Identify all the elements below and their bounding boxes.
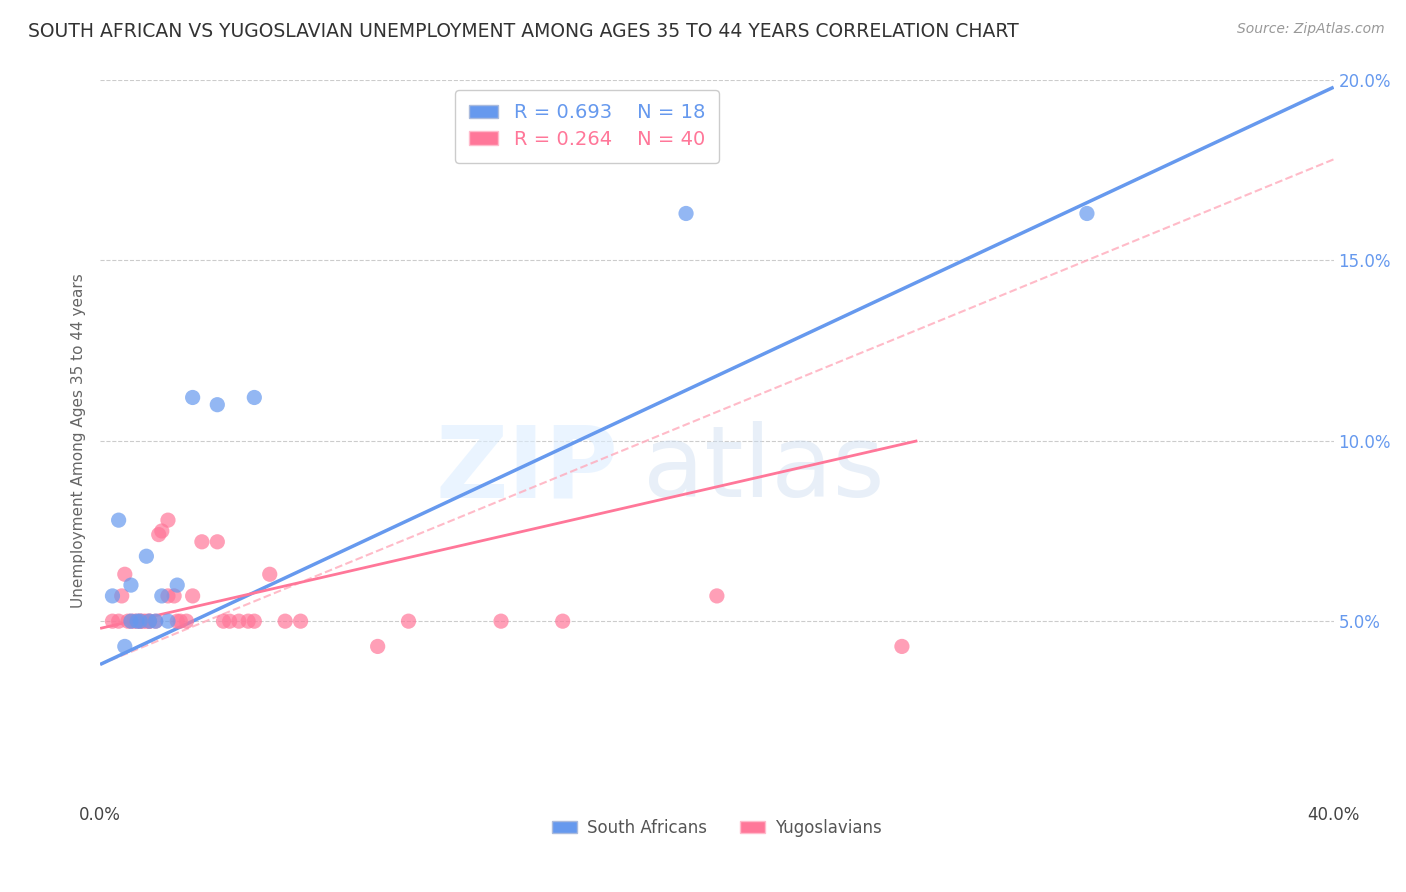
Point bbox=[243, 614, 266, 628]
Point bbox=[551, 614, 574, 628]
Point bbox=[127, 614, 149, 628]
Point bbox=[367, 640, 389, 654]
Point bbox=[243, 391, 266, 405]
Point bbox=[101, 614, 124, 628]
Point bbox=[111, 589, 134, 603]
Y-axis label: Unemployment Among Ages 35 to 44 years: Unemployment Among Ages 35 to 44 years bbox=[72, 274, 86, 608]
Point bbox=[212, 614, 235, 628]
Point bbox=[117, 614, 139, 628]
Point bbox=[150, 524, 173, 538]
Point bbox=[145, 614, 167, 628]
Point bbox=[129, 614, 152, 628]
Point bbox=[163, 589, 186, 603]
Point bbox=[107, 513, 129, 527]
Point bbox=[398, 614, 420, 628]
Point bbox=[101, 589, 124, 603]
Point bbox=[166, 578, 188, 592]
Point bbox=[129, 614, 152, 628]
Point bbox=[138, 614, 160, 628]
Point bbox=[127, 614, 149, 628]
Text: ZIP: ZIP bbox=[436, 421, 619, 518]
Point bbox=[120, 578, 142, 592]
Text: Source: ZipAtlas.com: Source: ZipAtlas.com bbox=[1237, 22, 1385, 37]
Point bbox=[145, 614, 167, 628]
Point bbox=[156, 614, 179, 628]
Point bbox=[138, 614, 160, 628]
Point bbox=[169, 614, 191, 628]
Point bbox=[228, 614, 250, 628]
Text: SOUTH AFRICAN VS YUGOSLAVIAN UNEMPLOYMENT AMONG AGES 35 TO 44 YEARS CORRELATION : SOUTH AFRICAN VS YUGOSLAVIAN UNEMPLOYMEN… bbox=[28, 22, 1019, 41]
Point bbox=[132, 614, 155, 628]
Point bbox=[181, 589, 204, 603]
Point bbox=[120, 614, 142, 628]
Point bbox=[290, 614, 312, 628]
Point bbox=[489, 614, 512, 628]
Point bbox=[274, 614, 297, 628]
Point bbox=[156, 589, 179, 603]
Point bbox=[135, 614, 157, 628]
Point bbox=[114, 640, 136, 654]
Point bbox=[236, 614, 259, 628]
Point bbox=[181, 391, 204, 405]
Point bbox=[150, 589, 173, 603]
Point bbox=[122, 614, 145, 628]
Point bbox=[138, 614, 160, 628]
Point bbox=[114, 567, 136, 582]
Point bbox=[1076, 206, 1098, 220]
Point bbox=[259, 567, 281, 582]
Point bbox=[890, 640, 912, 654]
Legend: South Africans, Yugoslavians: South Africans, Yugoslavians bbox=[546, 813, 889, 844]
Point bbox=[107, 614, 129, 628]
Point bbox=[207, 534, 229, 549]
Point bbox=[191, 534, 214, 549]
Point bbox=[176, 614, 198, 628]
Point bbox=[675, 206, 697, 220]
Point bbox=[218, 614, 240, 628]
Point bbox=[129, 614, 152, 628]
Point bbox=[135, 549, 157, 564]
Point bbox=[156, 513, 179, 527]
Point bbox=[207, 398, 229, 412]
Point bbox=[706, 589, 728, 603]
Text: atlas: atlas bbox=[643, 421, 884, 518]
Point bbox=[120, 614, 142, 628]
Point bbox=[166, 614, 188, 628]
Point bbox=[148, 527, 170, 541]
